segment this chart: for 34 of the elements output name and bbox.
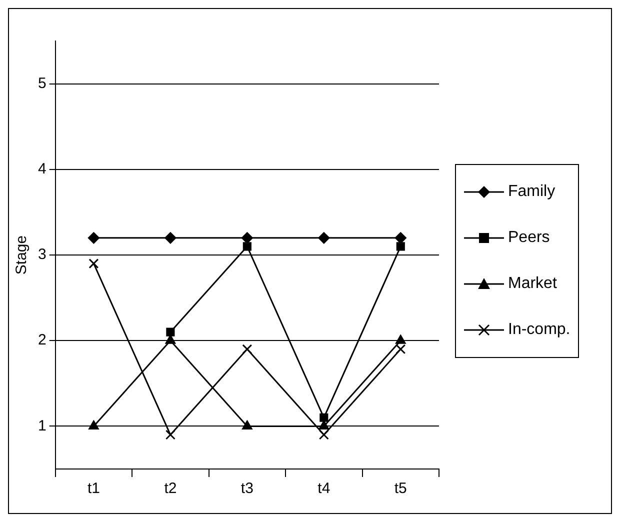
y-tick-label: 1 bbox=[38, 417, 46, 434]
y-axis-title: Stage bbox=[13, 235, 30, 275]
point bbox=[318, 232, 330, 244]
x-tick-label: t3 bbox=[240, 480, 254, 498]
point bbox=[88, 420, 99, 430]
x-tick-label: t4 bbox=[318, 480, 330, 498]
legend-label: Family bbox=[508, 183, 556, 201]
point bbox=[242, 420, 252, 430]
y-tick-label: 2 bbox=[38, 332, 46, 349]
x-tick-label: t2 bbox=[164, 480, 177, 498]
y-tick-label: 3 bbox=[38, 246, 46, 264]
point bbox=[320, 413, 328, 422]
point bbox=[242, 344, 252, 354]
y-tick-label: 4 bbox=[38, 160, 46, 178]
point bbox=[164, 232, 176, 244]
point bbox=[396, 334, 406, 344]
point bbox=[396, 344, 406, 354]
point bbox=[242, 242, 252, 251]
point bbox=[396, 242, 405, 251]
point bbox=[394, 232, 406, 244]
point bbox=[318, 430, 329, 440]
legend-label: In-comp. bbox=[508, 321, 570, 339]
point bbox=[318, 420, 329, 430]
legend-label: Peers bbox=[508, 229, 550, 247]
point bbox=[165, 334, 176, 344]
point bbox=[88, 232, 100, 244]
x-tick-label: t1 bbox=[87, 480, 100, 498]
point bbox=[88, 258, 99, 269]
y-tick-label: 5 bbox=[38, 74, 46, 92]
x-tick-label: t5 bbox=[394, 480, 407, 498]
point bbox=[165, 430, 176, 440]
point bbox=[166, 328, 175, 336]
legend-label: Market bbox=[508, 275, 557, 293]
point bbox=[241, 232, 253, 244]
